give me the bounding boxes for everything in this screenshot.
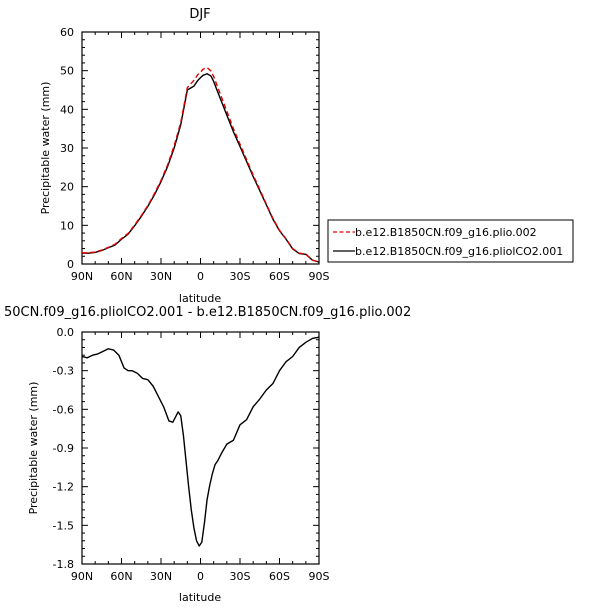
top-y-tick-label: 50 xyxy=(60,65,74,78)
top-y-tick-label: 60 xyxy=(60,26,74,39)
top-series-group xyxy=(82,66,320,263)
top-x-axis-label: latitude xyxy=(179,292,221,305)
bottom-x-tick-label: 60N xyxy=(110,570,132,583)
bottom-x-tick-label: 30S xyxy=(230,570,251,583)
top-x-tick-label: 60N xyxy=(110,270,132,283)
bottom-x-tick-label: 90S xyxy=(309,570,330,583)
bottom-plot-frame xyxy=(81,331,320,565)
legend: b.e12.B1850CN.f09_g16.plio.002 b.e12.B18… xyxy=(327,219,574,263)
top-chart-title: DJF xyxy=(189,7,210,22)
top-y-tick-label: 30 xyxy=(60,142,74,155)
legend-label-red: b.e12.B1850CN.f09_g16.plio.002 xyxy=(355,226,537,239)
bottom-y-tick-label: -1.2 xyxy=(53,481,74,494)
bottom-x-tick-label: 0 xyxy=(197,570,204,583)
top-x-tick-label: 0 xyxy=(197,270,204,283)
bottom-axis-ticks: 90N 60N 30N 0 30S 60S 90S 0.0 -0.3 -0.6 -0.9 -1.2 -1… xyxy=(53,326,330,583)
top-x-tick-label: 90N xyxy=(71,270,93,283)
bottom-y-tick-label: -1.8 xyxy=(53,558,74,571)
top-series-line-black xyxy=(82,73,320,263)
bottom-panel: 50CN.f09_g16.pliolCO2.001 - b.e12.B1850C… xyxy=(4,305,411,604)
bottom-series-line-black xyxy=(81,336,320,547)
bottom-x-tick-label: 90N xyxy=(71,570,93,583)
top-x-tick-label: 90S xyxy=(309,270,330,283)
top-y-tick-label: 20 xyxy=(60,181,74,194)
bottom-y-tick-label: -0.3 xyxy=(53,365,74,378)
top-series-line-red xyxy=(82,66,320,263)
legend-label-black: b.e12.B1850CN.f09_g16.pliolCO2.001 xyxy=(355,245,563,258)
bottom-y-tick-label: -0.6 xyxy=(53,403,74,416)
top-x-tick-label: 60S xyxy=(269,270,290,283)
top-x-tick-label: 30N xyxy=(150,270,172,283)
legend-box xyxy=(327,219,574,263)
bottom-y-tick-label: 0.0 xyxy=(57,326,75,339)
bottom-x-tick-label: 30N xyxy=(150,570,172,583)
top-y-axis-label: Precipitable water (mm) xyxy=(39,82,52,215)
bottom-y-axis-label: Precipitable water (mm) xyxy=(27,382,40,515)
top-axis-ticks: 90N 60N 30N 0 30S 60S 90S 0 10 20 30 40 50 60 xyxy=(60,26,330,283)
top-panel: DJF 90N 60N 30N 0 30S 60S 90S 0 10 20 30 40 50 60 lat… xyxy=(39,7,330,305)
top-plot-frame xyxy=(81,31,320,265)
bottom-y-tick-label: -0.9 xyxy=(53,442,74,455)
bottom-x-axis-label: latitude xyxy=(179,591,221,604)
top-y-tick-label: 0 xyxy=(67,258,74,271)
bottom-series-group xyxy=(81,336,320,547)
bottom-x-tick-label: 60S xyxy=(269,570,290,583)
bottom-chart-title: 50CN.f09_g16.pliolCO2.001 - b.e12.B1850C… xyxy=(4,305,411,320)
top-x-tick-label: 30S xyxy=(230,270,251,283)
top-y-tick-label: 40 xyxy=(60,103,74,116)
bottom-y-tick-label: -1.5 xyxy=(53,519,74,532)
top-y-tick-label: 10 xyxy=(60,219,74,232)
